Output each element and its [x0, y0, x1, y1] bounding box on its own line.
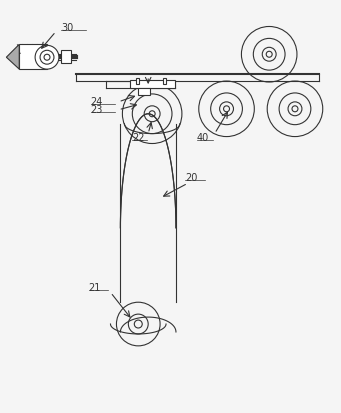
Text: 22: 22: [132, 133, 145, 142]
Text: 40: 40: [197, 133, 209, 142]
Text: 30: 30: [61, 24, 73, 33]
Bar: [61, 50, 71, 63]
Text: 21: 21: [89, 283, 101, 293]
Text: 20: 20: [185, 173, 197, 183]
Circle shape: [35, 45, 59, 69]
Bar: [138, 88, 150, 95]
Text: 24: 24: [91, 97, 103, 107]
Polygon shape: [6, 44, 19, 69]
Bar: [130, 80, 175, 88]
Bar: [19, 44, 47, 69]
Text: 23: 23: [91, 105, 103, 115]
Bar: [136, 78, 139, 84]
Bar: [163, 78, 166, 84]
